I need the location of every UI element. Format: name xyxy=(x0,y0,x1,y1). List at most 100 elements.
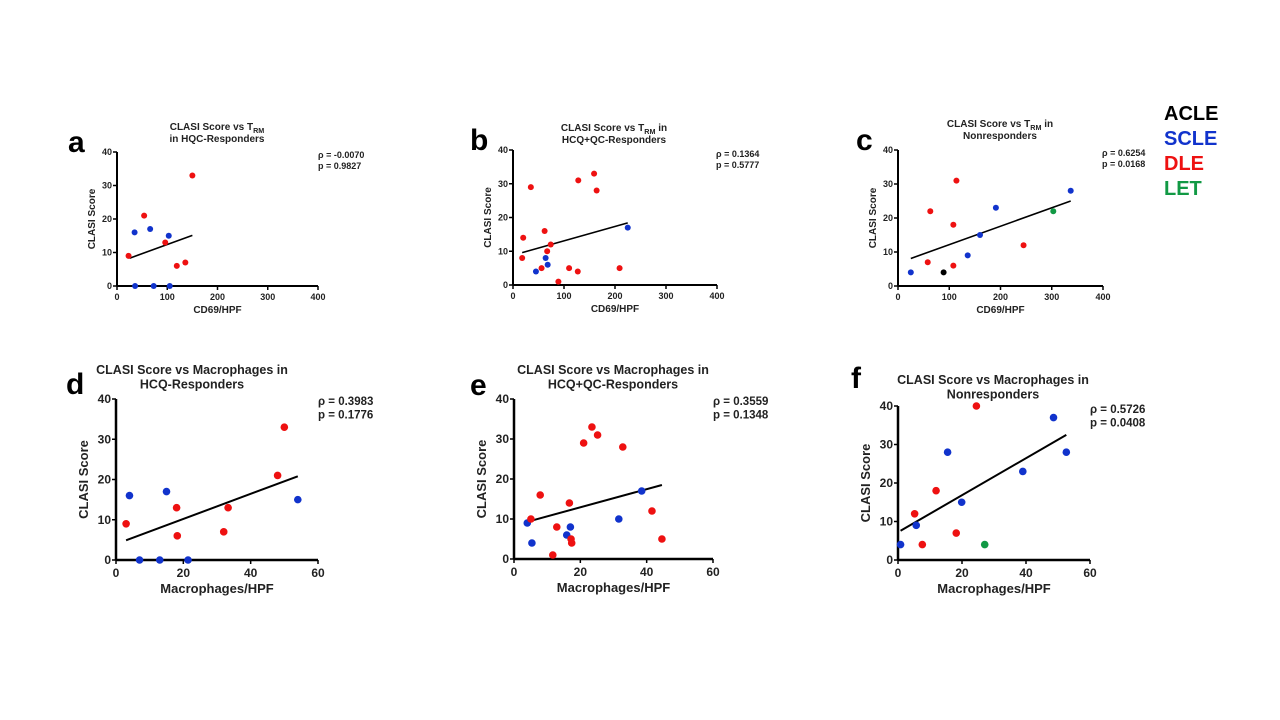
x-tick-label: 40 xyxy=(640,565,654,579)
data-point-scle xyxy=(532,268,539,275)
chart-title: CLASI Score vs Macrophages in xyxy=(517,363,709,377)
data-point-dle xyxy=(927,208,934,215)
chart-title: CLASI Score vs TRM xyxy=(170,122,265,135)
x-tick-label: 0 xyxy=(510,291,515,301)
legend-entry-let: LET xyxy=(1164,178,1202,200)
p-value: p = 0.5777 xyxy=(716,160,759,170)
data-point-scle xyxy=(977,232,983,238)
data-point-dle xyxy=(273,471,282,480)
chart-title-line2: in HQC-Responders xyxy=(169,134,264,145)
p-value: p = 0.0168 xyxy=(1102,159,1145,169)
data-point-scle xyxy=(1019,467,1027,476)
panel-label: c xyxy=(856,124,873,157)
panel-label: a xyxy=(68,126,85,159)
data-point-dle xyxy=(952,529,961,537)
x-tick-label: 300 xyxy=(658,291,673,301)
data-point-scle xyxy=(131,229,138,236)
x-tick-label: 0 xyxy=(113,566,120,580)
data-point-dle xyxy=(918,540,927,549)
data-point-scle xyxy=(912,521,921,530)
regression-line xyxy=(129,234,193,259)
p-value: p = 0.1776 xyxy=(318,410,373,422)
group-legend: ACLE SCLE DLE LET xyxy=(1164,102,1218,202)
data-point-dle xyxy=(555,278,562,285)
chart-title-line2: Nonresponders xyxy=(947,388,1039,402)
x-tick-label: 0 xyxy=(114,292,119,302)
y-tick-label: 0 xyxy=(107,281,112,291)
data-point-scle xyxy=(964,252,971,259)
y-tick-label: 10 xyxy=(883,247,893,257)
y-tick-label: 0 xyxy=(503,280,508,290)
rho-value: ρ = -0.0070 xyxy=(318,150,364,160)
y-tick-label: 10 xyxy=(880,515,894,529)
regression-line xyxy=(521,222,628,254)
data-point-acle xyxy=(940,269,947,276)
y-tick-label: 30 xyxy=(102,181,112,191)
x-tick-label: 40 xyxy=(244,566,258,580)
panel-label: f xyxy=(851,362,862,395)
x-tick-label: 20 xyxy=(177,566,191,580)
data-point-scle xyxy=(637,487,646,495)
y-tick-label: 40 xyxy=(98,392,112,406)
data-point-dle xyxy=(616,265,623,272)
data-point-scle xyxy=(896,540,905,549)
data-point-dle xyxy=(566,265,573,272)
chart-title: CLASI Score vs Macrophages in xyxy=(897,373,1089,387)
data-point-scle xyxy=(155,556,164,564)
data-point-dle xyxy=(173,532,182,540)
y-tick-label: 20 xyxy=(496,472,510,486)
data-point-dle xyxy=(1020,242,1027,249)
y-tick-label: 0 xyxy=(104,553,111,567)
y-tick-label: 10 xyxy=(98,513,112,527)
x-tick-label: 60 xyxy=(706,565,720,579)
panel-f: f CLASI Score vs Macrophages inNonrespond… xyxy=(851,362,1146,596)
legend-entry-dle: DLE xyxy=(1164,153,1204,175)
data-point-dle xyxy=(280,423,289,431)
x-tick-label: 100 xyxy=(942,292,957,302)
x-axis-label: Macrophages/HPF xyxy=(160,581,273,596)
y-tick-label: 30 xyxy=(498,179,508,189)
x-tick-label: 200 xyxy=(607,291,622,301)
chart-title: CLASI Score vs TRM in xyxy=(947,119,1053,132)
x-axis-label: Macrophages/HPF xyxy=(937,581,1050,596)
data-point-dle xyxy=(189,172,196,179)
data-point-dle xyxy=(527,184,534,191)
data-point-dle xyxy=(932,486,940,495)
x-tick-label: 60 xyxy=(1083,566,1097,580)
data-point-scle xyxy=(907,269,914,276)
data-point-dle xyxy=(541,228,548,234)
x-tick-label: 0 xyxy=(511,565,518,579)
x-tick-label: 300 xyxy=(260,292,275,302)
data-point-dle xyxy=(567,539,576,547)
x-axis-label: CD69/HPF xyxy=(591,304,639,315)
legend-entry-acle: ACLE xyxy=(1164,103,1219,125)
data-point-dle xyxy=(182,259,189,266)
x-tick-label: 100 xyxy=(160,292,175,302)
data-point-dle xyxy=(565,499,574,507)
data-point-dle xyxy=(536,491,545,499)
y-tick-label: 40 xyxy=(880,399,894,413)
y-tick-label: 40 xyxy=(498,145,508,155)
data-point-scle xyxy=(150,283,157,289)
data-point-dle xyxy=(141,212,148,219)
data-point-scle xyxy=(135,556,144,564)
y-tick-label: 40 xyxy=(102,147,112,157)
data-point-dle xyxy=(618,443,627,451)
y-tick-label: 20 xyxy=(98,473,112,487)
data-point-dle xyxy=(162,239,169,246)
rho-value: ρ = 0.1364 xyxy=(716,149,759,159)
y-axis-label: CLASI Score xyxy=(474,440,489,519)
data-point-dle xyxy=(547,241,554,248)
data-point-dle xyxy=(172,503,181,512)
regression-line xyxy=(910,200,1071,260)
p-value: p = 0.1348 xyxy=(713,410,769,422)
data-point-scle xyxy=(184,556,192,564)
data-point-dle xyxy=(972,402,981,410)
y-axis-label: CLASI Score xyxy=(87,188,98,249)
data-point-dle xyxy=(579,439,588,447)
y-tick-label: 0 xyxy=(888,281,893,291)
y-tick-label: 40 xyxy=(883,145,893,155)
